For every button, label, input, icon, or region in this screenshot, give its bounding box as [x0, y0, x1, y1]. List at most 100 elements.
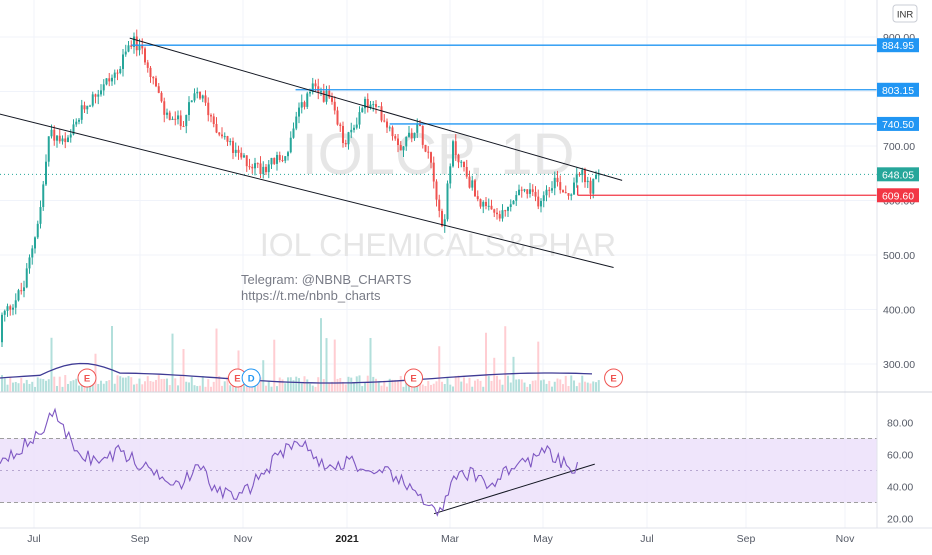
price-tag-support[interactable]	[877, 188, 919, 203]
candle-body	[171, 118, 174, 121]
candle-body	[226, 136, 229, 142]
candle-body	[210, 115, 212, 117]
candle-body	[479, 199, 482, 207]
volume-bar	[468, 377, 471, 392]
volume-bar	[160, 378, 163, 392]
candle-body	[130, 45, 133, 47]
candle-body	[498, 214, 501, 219]
price-tag-last-price[interactable]	[877, 167, 919, 182]
volume-bar	[328, 382, 331, 392]
volume-bar	[592, 381, 595, 392]
price-tag-resistance[interactable]	[877, 116, 919, 131]
volume-moving-average	[0, 362, 593, 384]
volume-bar	[548, 380, 551, 392]
volume-bar	[108, 380, 111, 392]
currency-badge[interactable]: INR	[892, 4, 918, 23]
candle-body	[91, 94, 94, 106]
candle-body	[113, 72, 116, 78]
volume-bar	[520, 379, 523, 392]
candle-body	[23, 287, 25, 291]
volume-bar	[333, 339, 336, 392]
event-marker-e[interactable]	[404, 368, 424, 388]
candle-body	[179, 115, 182, 127]
time-axis-tick: Nov	[836, 533, 855, 545]
volume-bar	[320, 318, 322, 392]
volume-bar	[424, 385, 427, 392]
volume-bar	[397, 380, 399, 392]
candle-body	[366, 98, 369, 108]
event-marker-label: E	[84, 374, 90, 385]
candle-body	[430, 152, 432, 163]
volume-bar	[75, 378, 78, 392]
candle-body	[355, 124, 358, 128]
candle-body	[540, 200, 542, 207]
rsi-line	[0, 407, 579, 517]
candle-body	[174, 118, 177, 120]
annotation-url[interactable]: https://t.me/nbnb_charts	[241, 288, 381, 303]
volume-bar	[1, 375, 3, 392]
volume-bar	[339, 378, 342, 392]
candle-body	[515, 195, 518, 201]
volume-bar	[399, 376, 402, 392]
rsi-support-trendline[interactable]	[433, 463, 595, 515]
volume-bar	[386, 386, 388, 392]
candle-body	[388, 127, 391, 129]
volume-bar	[289, 377, 292, 392]
candle-body	[562, 190, 564, 193]
price-tag-resistance[interactable]	[877, 82, 919, 97]
volume-bar	[113, 383, 116, 392]
candle-body	[556, 177, 559, 183]
candle-body	[441, 210, 443, 227]
volume-bar	[94, 353, 97, 392]
upper-channel-trendline[interactable]	[129, 37, 623, 181]
volume-bar	[545, 383, 548, 392]
candle-body	[427, 151, 430, 153]
volume-bar	[124, 377, 127, 392]
candle-body	[204, 95, 207, 103]
volume-bar	[221, 385, 223, 392]
volume-bar	[130, 377, 133, 392]
event-marker-label: D	[248, 374, 255, 385]
volume-bar	[498, 379, 501, 392]
candle-body	[575, 173, 578, 183]
volume-bar	[383, 380, 386, 392]
candle-body	[353, 127, 355, 130]
candle-body	[157, 86, 160, 93]
candle-body	[303, 102, 306, 107]
volume-bar	[463, 377, 465, 392]
candle-body	[361, 108, 364, 113]
event-marker-d[interactable]	[241, 368, 261, 388]
candle-body	[435, 181, 438, 200]
candle-body	[482, 201, 485, 207]
volume-bar	[515, 379, 518, 392]
volume-bar	[223, 381, 226, 392]
event-marker-e[interactable]	[604, 368, 624, 388]
volume-bar	[141, 384, 144, 392]
volume-bar	[523, 382, 526, 392]
candle-body	[97, 94, 100, 97]
candle-body	[314, 83, 317, 87]
candle-body	[58, 135, 61, 142]
candle-body	[259, 163, 262, 175]
candle-body	[254, 163, 256, 169]
price-tag-resistance[interactable]	[877, 38, 919, 53]
lower-channel-trendline[interactable]	[0, 109, 614, 269]
volume-bar	[432, 383, 435, 392]
candle-body	[584, 169, 586, 183]
candle-body	[188, 102, 190, 116]
candle-body	[146, 62, 149, 68]
event-marker-e[interactable]	[77, 368, 97, 388]
candle-body	[155, 78, 157, 87]
candle-body	[589, 180, 592, 194]
candle-body	[201, 95, 204, 99]
candle-body	[89, 105, 91, 107]
candle-body	[336, 110, 339, 125]
candle-body	[300, 102, 303, 108]
volume-bar	[509, 382, 512, 392]
candle-body	[295, 116, 298, 129]
candle-body	[471, 180, 474, 188]
volume-bar	[232, 381, 234, 392]
volume-bar	[394, 379, 397, 392]
